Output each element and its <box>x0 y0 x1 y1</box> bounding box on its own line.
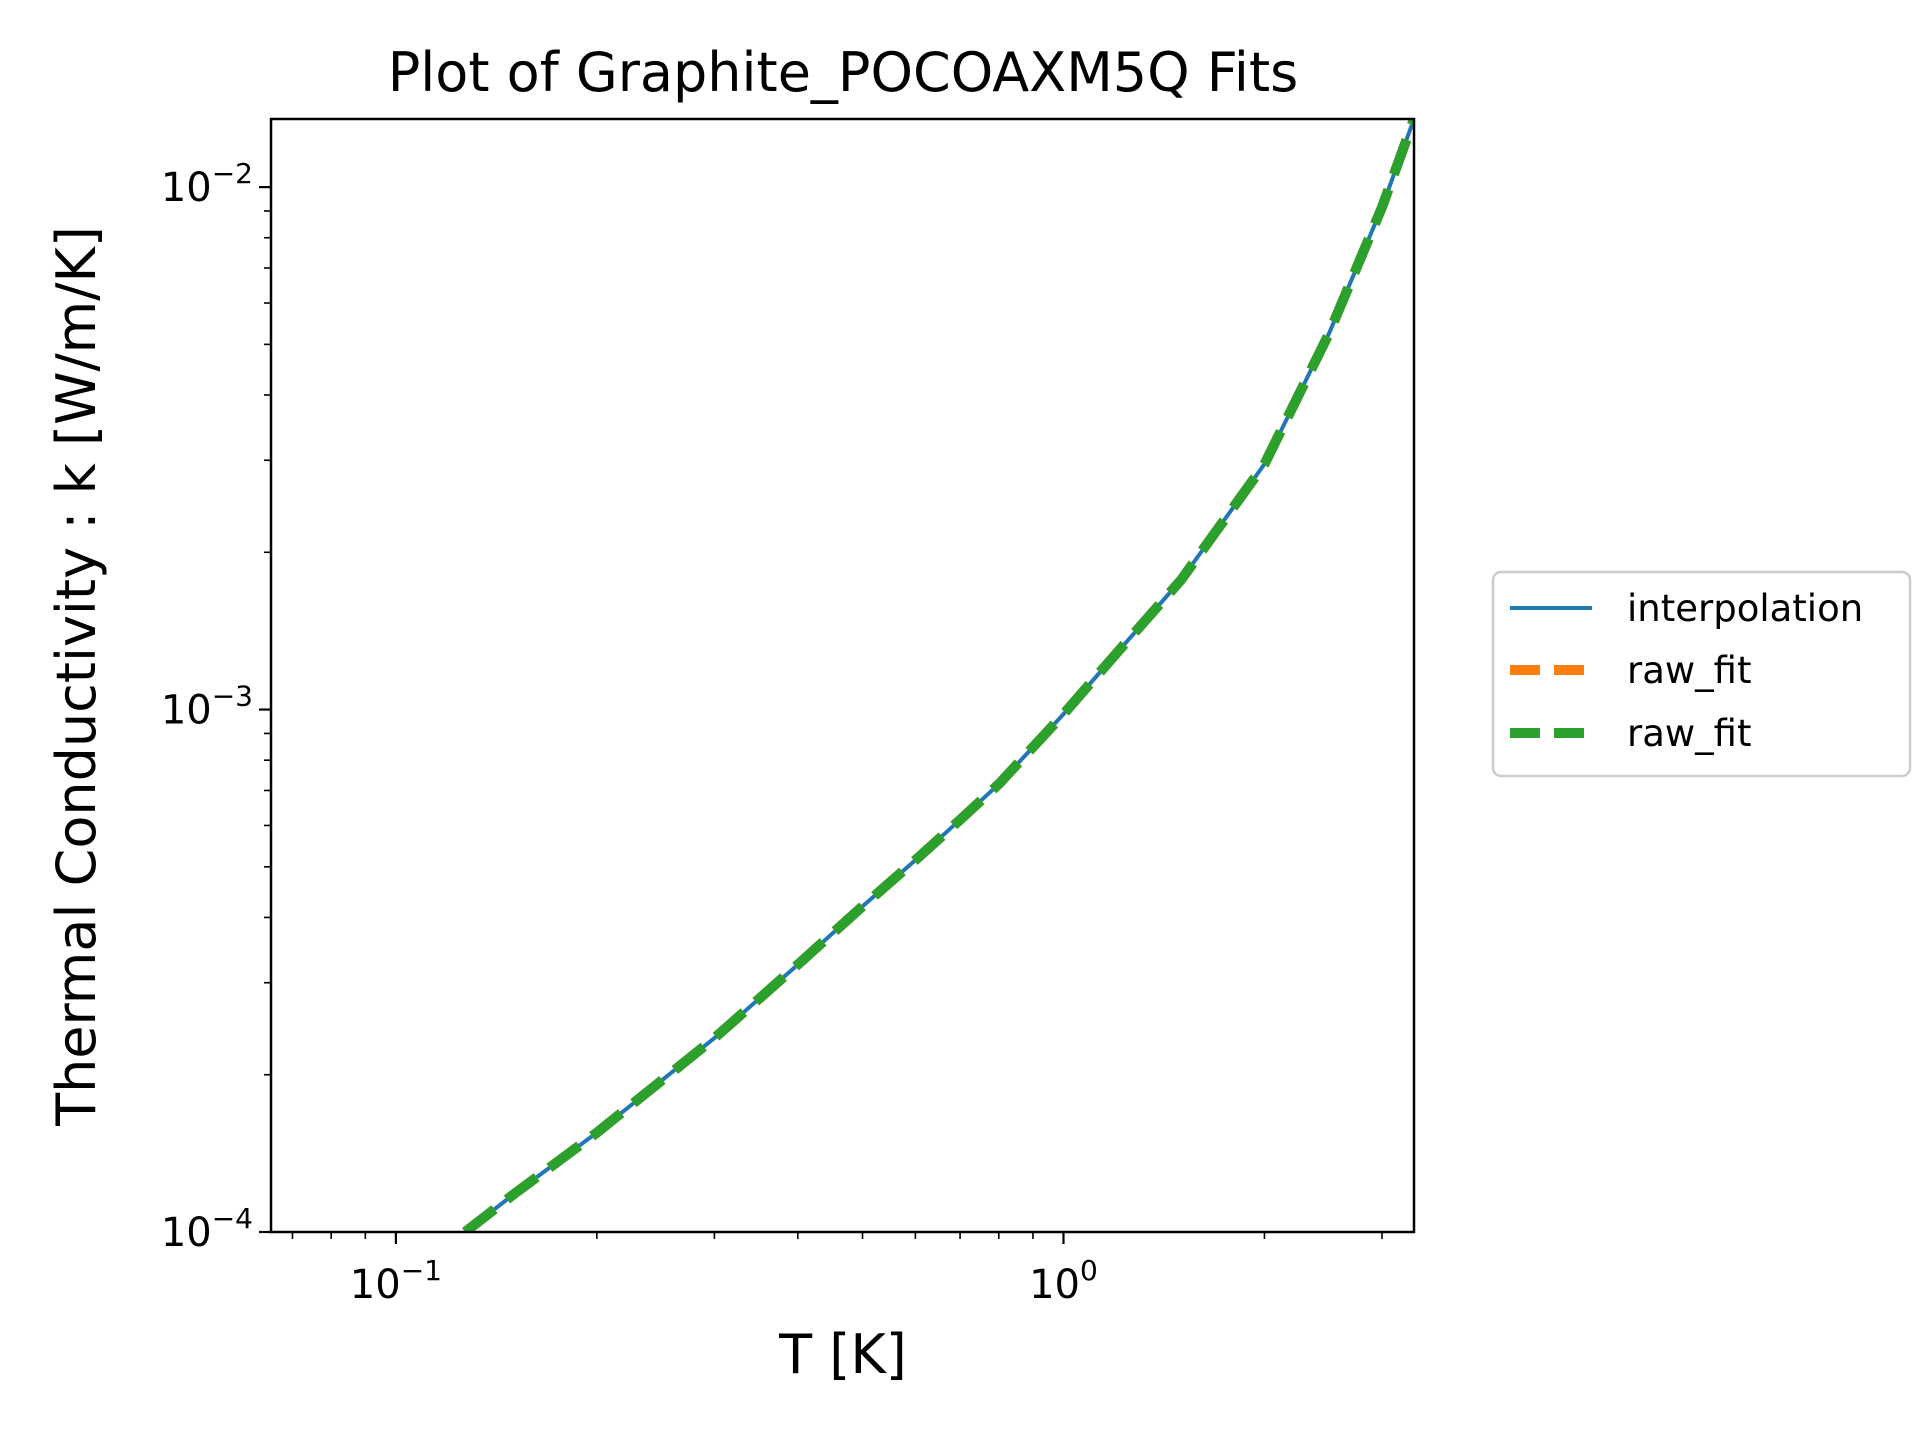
y-tick-label: 10−2 <box>161 157 253 211</box>
plot-frame <box>269 117 1416 1234</box>
series-line-3-raw-fit <box>462 119 1414 1232</box>
legend-label-1: interpolation <box>1627 587 1863 630</box>
y-tick-label: 10−3 <box>161 680 253 734</box>
series-layer <box>462 119 1414 1232</box>
x-axis-label: T [K] <box>778 1323 907 1386</box>
legend-label-3: raw_fit <box>1627 712 1751 755</box>
y-axis-label: Thermal Conductivity : k [W/m/K] <box>45 226 108 1127</box>
x-tick-label: 10−1 <box>350 1254 442 1308</box>
legend: interpolation raw_fit raw_fit <box>1491 570 1912 778</box>
x-axis: 10−1 100 <box>291 1232 1383 1308</box>
legend-box <box>1491 570 1912 778</box>
y-tick-label: 10−4 <box>161 1202 253 1256</box>
y-axis: 10−4 10−3 10−2 <box>161 157 271 1256</box>
x-tick-label: 100 <box>1029 1254 1098 1308</box>
chart-title: Plot of Graphite_POCOAXM5Q Fits <box>388 41 1299 104</box>
legend-label-2: raw_fit <box>1627 649 1751 692</box>
